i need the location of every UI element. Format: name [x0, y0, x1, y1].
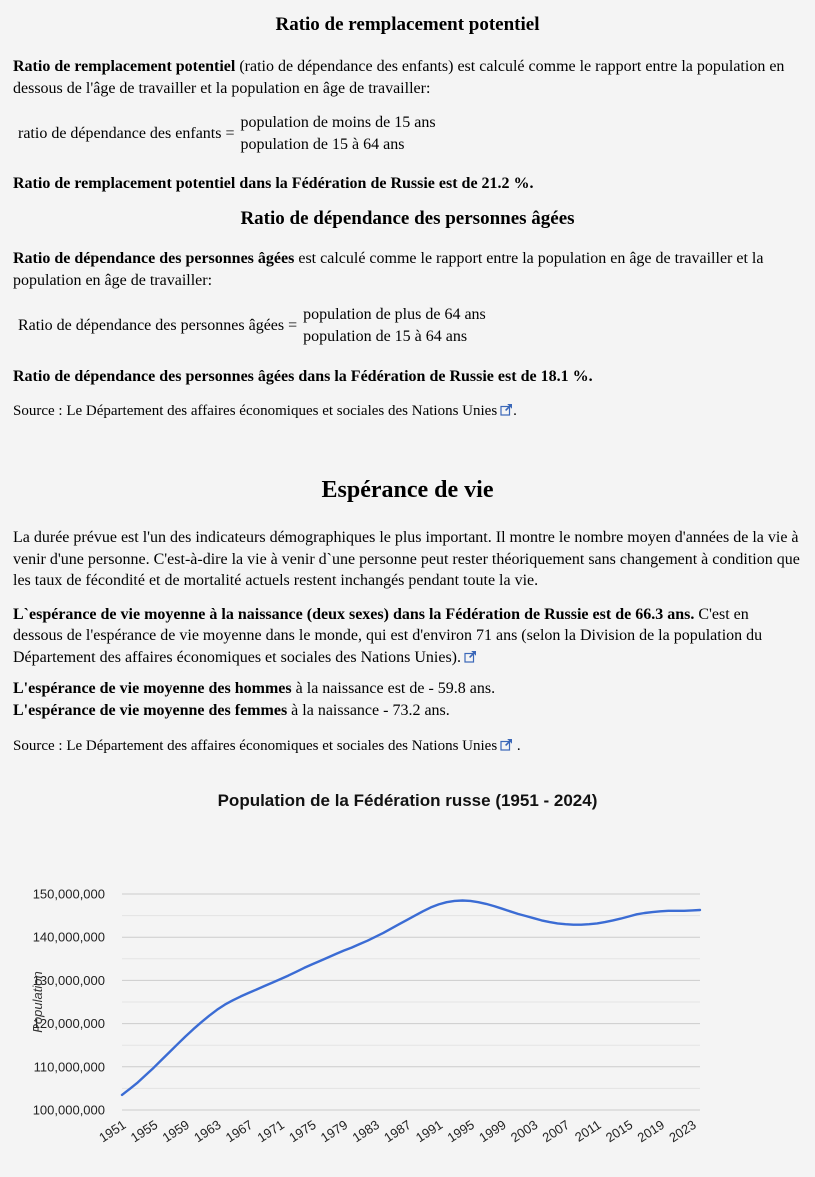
women-life-expectancy-value: à la naissance - 73.2 ans. [287, 701, 450, 719]
source-prefix: Source : [13, 403, 67, 419]
x-tick-label: 1991 [413, 1117, 445, 1145]
children-dependency-formula: ratio de dépendance des enfants = popula… [18, 112, 802, 156]
life-expectancy-statement: L`espérance de vie moyenne à la naissanc… [13, 604, 802, 669]
formula-denominator: population de 15 à 64 ans [240, 136, 405, 153]
x-tick-label: 1967 [223, 1117, 255, 1145]
old-age-dependency-definition: est calculé comme le rapport entre la po… [13, 250, 764, 289]
x-tick-label: 1975 [286, 1117, 318, 1145]
section-heading-life-expectancy: Espérance de vie [321, 477, 494, 503]
potential-replacement-description: Ratio de remplacement potentiel (ratio d… [13, 56, 802, 99]
y-tick-label: 150,000,000 [33, 887, 105, 902]
y-tick-label: 140,000,000 [33, 930, 105, 945]
life-expectancy-both-sexes: L`espérance de vie moyenne à la naissanc… [13, 605, 695, 623]
y-tick-label: 120,000,000 [33, 1016, 105, 1031]
potential-replacement-definition: (ratio de dépendance des enfants) est ca… [13, 58, 785, 97]
x-tick-label: 1999 [476, 1117, 508, 1145]
source-suffix: . [513, 738, 521, 754]
formula-label: ratio de dépendance des enfants = [18, 125, 235, 142]
potential-replacement-result: Ratio de remplacement potentiel dans la … [13, 175, 534, 192]
x-tick-label: 1983 [350, 1117, 382, 1145]
source-suffix: . [513, 403, 517, 419]
old-age-dependency-description: Ratio de dépendance des personnes âgées … [13, 248, 802, 291]
old-age-dependency-term: Ratio de dépendance des personnes âgées [13, 250, 295, 267]
source-prefix: Source : [13, 738, 67, 754]
old-age-dependency-result: Ratio de dépendance des personnes âgées … [13, 368, 593, 385]
x-tick-label: 1971 [255, 1117, 287, 1145]
external-link-icon[interactable] [500, 738, 513, 751]
x-tick-label: 1951 [96, 1117, 128, 1145]
source-link[interactable]: Le Département des affaires économiques … [66, 738, 498, 754]
external-link-icon[interactable] [500, 403, 513, 416]
population-chart-section: Population de la Fédération russe (1951 … [0, 790, 815, 1174]
old-age-dependency-formula: Ratio de dépendance des personnes âgées … [18, 304, 802, 348]
x-tick-label: 2023 [666, 1117, 698, 1145]
x-tick-label: 1955 [128, 1117, 160, 1145]
x-tick-label: 2007 [540, 1117, 572, 1145]
source-link[interactable]: Le Département des affaires économiques … [66, 403, 498, 419]
x-tick-label: 2015 [603, 1117, 635, 1145]
population-line [120, 899, 702, 1097]
y-tick-label: 100,000,000 [33, 1103, 105, 1118]
x-tick-label: 2019 [635, 1117, 667, 1145]
x-tick-label: 1987 [381, 1117, 413, 1145]
women-life-expectancy-term: L'espérance de vie moyenne des femmes [13, 701, 288, 719]
x-tick-label: 1995 [445, 1117, 477, 1145]
source-note-life-expectancy: Source : Le Département des affaires éco… [13, 737, 802, 756]
chart-title: Population de la Fédération russe (1951 … [217, 791, 598, 810]
formula-fraction: population de moins de 15 ans population… [240, 112, 435, 156]
formula-denominator: population de 15 à 64 ans [303, 328, 468, 345]
formula-fraction: population de plus de 64 ans population … [303, 304, 486, 348]
life-expectancy-by-sex: L'espérance de vie moyenne des hommes à … [13, 678, 802, 721]
x-tick-label: 1959 [160, 1117, 192, 1145]
x-tick-label: 1979 [318, 1117, 350, 1145]
men-life-expectancy-term: L'espérance de vie moyenne des hommes [13, 680, 292, 697]
y-tick-label: 130,000,000 [33, 973, 105, 988]
life-expectancy-description: La durée prévue est l'un des indicateurs… [13, 529, 800, 589]
formula-label: Ratio de dépendance des personnes âgées … [18, 317, 298, 334]
source-note-dependency: Source : Le Département des affaires éco… [13, 402, 802, 421]
potential-replacement-term: Ratio de remplacement potentiel [13, 58, 236, 75]
external-link-icon[interactable] [464, 650, 477, 663]
formula-numerator: population de moins de 15 ans [240, 114, 436, 131]
x-tick-label: 1963 [191, 1117, 223, 1145]
section-heading-old-age-dependency: Ratio de dépendance des personnes âgées [240, 208, 575, 229]
population-chart: 100,000,000 110,000,000 120,000,000 130,000… [30, 887, 702, 1145]
page-content: Ratio de remplacement potentiel Ratio de… [0, 13, 815, 756]
y-axis-title: Population [30, 971, 45, 1032]
men-life-expectancy-value: à la naissance est de - 59.8 ans. [291, 680, 496, 697]
life-expectancy-world-comparison: C'est en dessous de l'espérance de vie m… [13, 605, 763, 666]
x-tick-label: 2003 [508, 1117, 540, 1145]
y-tick-label: 110,000,000 [34, 1059, 105, 1074]
x-tick-label: 2011 [572, 1117, 604, 1145]
formula-numerator: population de plus de 64 ans [303, 306, 486, 323]
section-heading-potential-replacement: Ratio de remplacement potentiel [275, 14, 540, 35]
